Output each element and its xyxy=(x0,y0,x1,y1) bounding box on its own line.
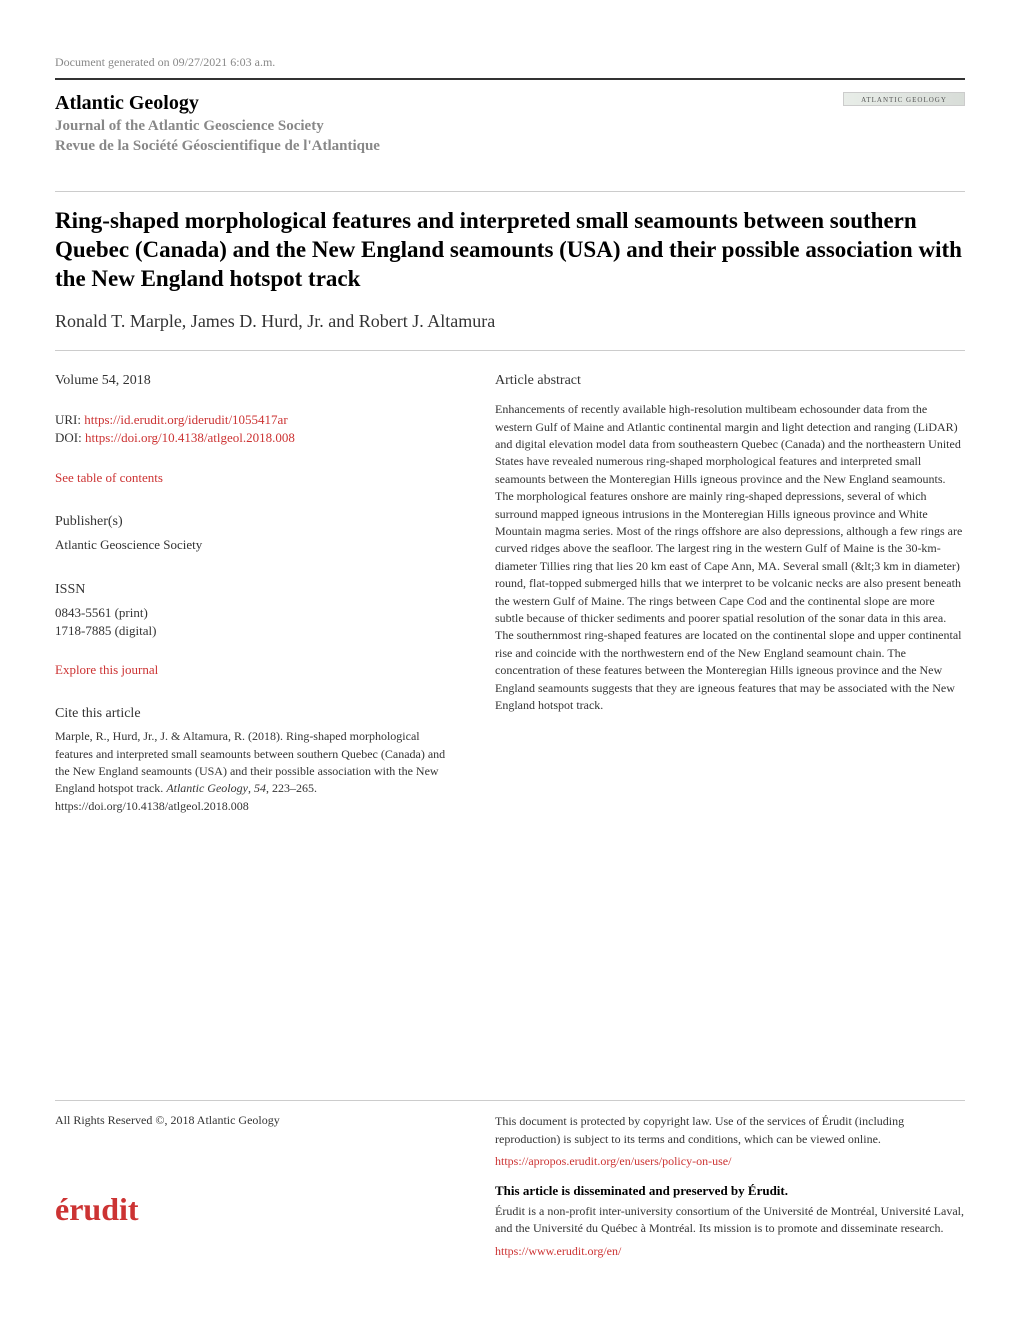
journal-subtitle-fr: Revue de la Société Géoscientifique de l… xyxy=(55,137,843,157)
title-rule xyxy=(55,191,965,192)
citation-text: Marple, R., Hurd, Jr., J. & Altamura, R.… xyxy=(55,728,455,815)
top-rule xyxy=(55,78,965,80)
footer-right: This document is protected by copyright … xyxy=(495,1113,965,1273)
journal-logo-image: ATLANTIC GEOLOGY xyxy=(843,92,965,106)
policy-link[interactable]: https://apropos.erudit.org/en/users/poli… xyxy=(495,1154,965,1169)
footer-row: All Rights Reserved ©, 2018 Atlantic Geo… xyxy=(55,1113,965,1273)
erudit-logo[interactable]: érudit xyxy=(55,1190,185,1230)
doi-label: DOI: xyxy=(55,430,85,445)
dissemination-body: Érudit is a non-profit inter-university … xyxy=(495,1203,965,1238)
left-column: Volume 54, 2018 URI: https://id.erudit.o… xyxy=(55,373,455,815)
abstract-body: Enhancements of recently available high-… xyxy=(495,401,965,714)
copyright-text: All Rights Reserved ©, 2018 Atlantic Geo… xyxy=(55,1113,455,1128)
doi-link[interactable]: https://doi.org/10.4138/atlgeol.2018.008 xyxy=(85,430,295,445)
journal-subtitle-en: Journal of the Atlantic Geoscience Socie… xyxy=(55,117,843,137)
generated-timestamp: Document generated on 09/27/2021 6:03 a.… xyxy=(55,55,965,70)
abstract-label: Article abstract xyxy=(495,373,965,389)
doi-line: DOI: https://doi.org/10.4138/atlgeol.201… xyxy=(55,429,455,447)
article-authors: Ronald T. Marple, James D. Hurd, Jr. and… xyxy=(55,311,965,332)
erudit-home-link[interactable]: https://www.erudit.org/en/ xyxy=(495,1244,965,1259)
dissemination-title: This article is disseminated and preserv… xyxy=(495,1183,965,1199)
right-column: Article abstract Enhancements of recentl… xyxy=(495,373,965,815)
protection-text: This document is protected by copyright … xyxy=(495,1113,965,1148)
uri-line: URI: https://id.erudit.org/iderudit/1055… xyxy=(55,411,455,429)
volume-info: Volume 54, 2018 xyxy=(55,373,455,389)
cite-journal-italic: Atlantic Geology xyxy=(166,781,248,795)
uri-link[interactable]: https://id.erudit.org/iderudit/1055417ar xyxy=(84,412,287,427)
publisher-label: Publisher(s) xyxy=(55,514,455,530)
two-column-layout: Volume 54, 2018 URI: https://id.erudit.o… xyxy=(55,373,965,815)
footer-spacer xyxy=(55,815,965,1100)
header-row: Atlantic Geology Journal of the Atlantic… xyxy=(55,92,965,156)
explore-journal-link[interactable]: Explore this journal xyxy=(55,662,455,678)
issn-label: ISSN xyxy=(55,582,455,598)
meta-rule xyxy=(55,350,965,351)
publisher-name: Atlantic Geoscience Society xyxy=(55,536,455,554)
article-title: Ring-shaped morphological features and i… xyxy=(55,207,965,293)
issn-print: 0843-5561 (print) xyxy=(55,604,455,622)
uri-label: URI: xyxy=(55,412,84,427)
cite-volume-italic: 54 xyxy=(254,781,266,795)
journal-block: Atlantic Geology Journal of the Atlantic… xyxy=(55,92,843,156)
toc-link[interactable]: See table of contents xyxy=(55,470,455,486)
erudit-logo-text: érudit xyxy=(55,1191,139,1227)
cite-label: Cite this article xyxy=(55,706,455,722)
footer-rule xyxy=(55,1100,965,1101)
issn-digital: 1718-7885 (digital) xyxy=(55,622,455,640)
journal-name: Atlantic Geology xyxy=(55,92,843,115)
footer-left: All Rights Reserved ©, 2018 Atlantic Geo… xyxy=(55,1113,455,1273)
